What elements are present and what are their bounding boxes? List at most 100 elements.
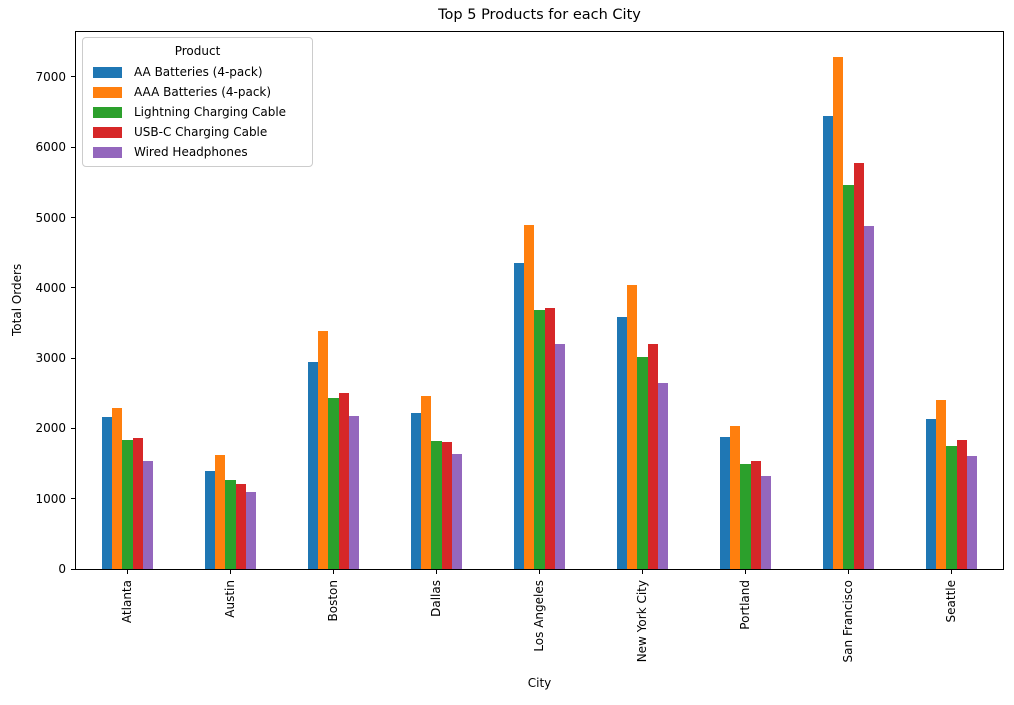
chart-title: Top 5 Products for each City xyxy=(438,7,641,23)
x-axis-label: City xyxy=(527,676,552,690)
bar xyxy=(936,399,947,569)
x-tick-mark xyxy=(127,570,128,574)
plot-area xyxy=(75,31,1004,570)
x-tick-label: Portland xyxy=(738,580,752,630)
legend: Product AA Batteries (4-pack) AAA Batteri… xyxy=(82,37,313,167)
bar xyxy=(647,344,658,569)
y-tick-label: 2000 xyxy=(35,421,66,436)
bar xyxy=(616,317,628,569)
legend-item: Lightning Charging Cable xyxy=(93,102,302,122)
bar xyxy=(822,116,834,569)
bar xyxy=(441,442,452,569)
x-tick-label: Austin xyxy=(223,580,237,618)
x-tick-label: New York City xyxy=(635,580,649,663)
bar xyxy=(421,396,432,569)
y-tick-label: 0 xyxy=(58,562,66,576)
legend-title: Product xyxy=(174,44,221,58)
bar xyxy=(245,492,257,569)
legend-item: Wired Headphones xyxy=(93,142,302,162)
x-tick-mark xyxy=(642,570,643,574)
bar xyxy=(215,455,226,569)
bar xyxy=(225,479,236,569)
bar xyxy=(451,453,463,569)
x-tick-label: Dallas xyxy=(429,580,443,617)
legend-items: AA Batteries (4-pack) AAA Batteries (4-pa… xyxy=(93,62,302,162)
x-tick-label: Los Angeles xyxy=(532,580,546,652)
y-tick-mark xyxy=(71,217,75,219)
legend-item: AAA Batteries (4-pack) xyxy=(93,82,302,102)
y-tick-label: 3000 xyxy=(35,351,66,366)
x-tick-mark xyxy=(539,570,540,574)
legend-item: AA Batteries (4-pack) xyxy=(93,62,302,82)
y-tick-mark xyxy=(71,357,75,359)
legend-item-label: AA Batteries (4-pack) xyxy=(134,65,263,79)
bar xyxy=(132,437,143,569)
y-tick-label: 6000 xyxy=(35,140,66,155)
bar xyxy=(750,460,761,569)
bar xyxy=(204,471,216,569)
legend-item-label: Lightning Charging Cable xyxy=(134,105,287,119)
bar xyxy=(760,475,772,569)
legend-item: USB-C Charging Cable xyxy=(93,122,302,142)
bar xyxy=(627,285,638,569)
x-tick-label: Atlanta xyxy=(120,580,134,624)
bar xyxy=(554,344,566,569)
legend-swatch xyxy=(93,66,122,78)
y-tick-label: 1000 xyxy=(35,491,66,506)
bar xyxy=(410,412,422,569)
bar xyxy=(534,309,545,569)
bar xyxy=(318,330,329,569)
bar xyxy=(853,162,864,569)
bar xyxy=(431,441,442,569)
bar xyxy=(328,397,339,569)
bar xyxy=(544,307,555,569)
legend-swatch xyxy=(93,126,122,138)
y-tick-label: 4000 xyxy=(35,280,66,295)
bar xyxy=(719,436,731,569)
bar xyxy=(112,408,123,569)
x-tick-mark xyxy=(951,570,952,574)
bar xyxy=(101,417,113,569)
y-tick-mark xyxy=(71,287,75,289)
x-tick-mark xyxy=(333,570,334,574)
bar xyxy=(637,357,648,569)
legend-swatch xyxy=(93,86,122,98)
legend-swatch xyxy=(93,106,122,118)
bar xyxy=(348,415,360,569)
x-tick-label: San Francisco xyxy=(841,580,855,663)
bar xyxy=(833,57,844,569)
legend-item-label: USB-C Charging Cable xyxy=(134,125,268,139)
legend-item-label: AAA Batteries (4-pack) xyxy=(134,85,272,99)
y-tick-mark xyxy=(71,76,75,78)
bar xyxy=(946,446,957,569)
bar xyxy=(863,226,875,569)
x-tick-mark xyxy=(848,570,849,574)
bar xyxy=(338,392,349,569)
legend-swatch xyxy=(93,146,122,158)
legend-item-label: Wired Headphones xyxy=(134,145,248,159)
x-tick-mark xyxy=(230,570,231,574)
bar xyxy=(307,361,319,569)
bar xyxy=(524,225,535,569)
bar xyxy=(843,185,854,569)
bar xyxy=(122,439,133,569)
bar xyxy=(925,419,937,569)
y-tick-mark xyxy=(71,568,75,570)
x-tick-mark xyxy=(436,570,437,574)
bar xyxy=(235,483,246,569)
y-tick-label: 5000 xyxy=(35,210,66,225)
x-tick-mark xyxy=(745,570,746,574)
bar xyxy=(956,440,967,569)
x-tick-label: Seattle xyxy=(944,580,958,623)
y-tick-mark xyxy=(71,498,75,500)
bar xyxy=(657,382,669,569)
y-tick-mark xyxy=(71,146,75,148)
x-tick-label: Boston xyxy=(326,580,340,622)
bar xyxy=(513,263,525,569)
y-tick-label: 7000 xyxy=(35,69,66,84)
bar xyxy=(142,460,154,569)
bar xyxy=(740,464,751,569)
y-tick-mark xyxy=(71,427,75,429)
bar xyxy=(966,455,978,569)
